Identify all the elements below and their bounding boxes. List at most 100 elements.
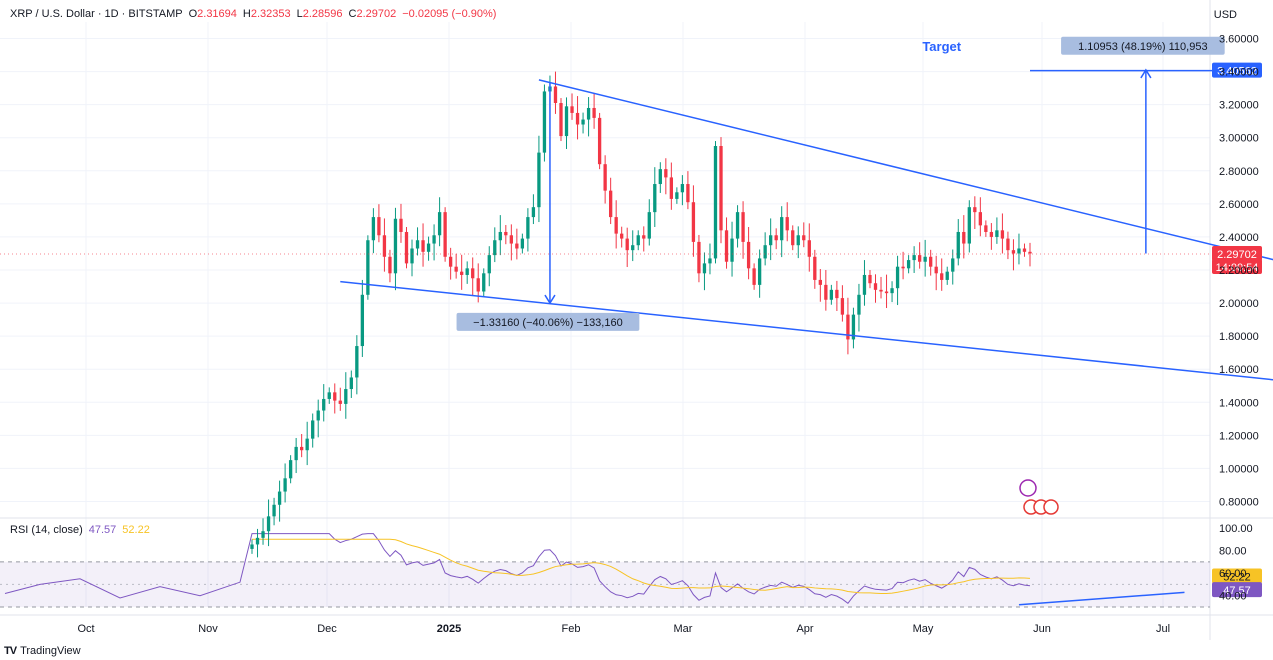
candle-body: [746, 241, 751, 269]
candle-body: [344, 389, 348, 404]
candle-body: [553, 86, 558, 104]
time-tick-label: May: [913, 623, 934, 635]
candle-body: [388, 256, 392, 274]
candle-body: [631, 245, 635, 251]
rsi-value-badge-bg: [1212, 582, 1262, 598]
lower-trendline: [340, 280, 1273, 381]
candle-body: [531, 207, 536, 218]
candle-body: [493, 240, 497, 256]
candle-body: [873, 283, 878, 290]
rsi-tick-label: 80.00: [1219, 546, 1247, 558]
candle-body: [967, 207, 971, 244]
candle-body: [868, 274, 872, 284]
price-tick-label: 1.40000: [1219, 397, 1259, 409]
candle-body: [857, 294, 861, 315]
price-tick-label: 1.20000: [1219, 430, 1259, 442]
candle-body: [884, 291, 889, 294]
candle-body: [515, 243, 519, 249]
candle-body: [791, 230, 795, 246]
candle-body: [1011, 250, 1016, 254]
candle-body: [818, 279, 822, 285]
brand-name: TradingView: [20, 645, 81, 657]
target-text: Target: [922, 39, 961, 54]
measure-down-label-bg: [456, 312, 640, 331]
candle-body: [360, 294, 365, 347]
rsi-label-text[interactable]: RSI (14, close): [10, 524, 83, 536]
candle-body: [796, 235, 800, 246]
candle-body: [840, 298, 845, 315]
countdown-badge-bg: [1212, 258, 1262, 274]
candle-body: [625, 238, 629, 251]
price-tick-label: 1.80000: [1219, 331, 1259, 343]
candle-body: [774, 235, 778, 241]
candle-body: [658, 169, 662, 185]
candle-body: [824, 284, 828, 300]
candle-body: [327, 392, 331, 399]
measure-down-label: −1.33160 (−40.06%) −133,160: [473, 317, 623, 329]
time-tick-label: Jul: [1156, 623, 1170, 635]
candle-body: [575, 112, 580, 125]
candle-body: [901, 266, 905, 269]
candle-body: [653, 184, 657, 213]
rsi-legend-ma: 52.22: [122, 524, 150, 536]
candle-body: [454, 266, 458, 272]
candle-body: [349, 377, 353, 390]
candle-body: [537, 152, 541, 208]
rsi-support-line: [1018, 591, 1185, 606]
candle-body: [1028, 251, 1032, 254]
candle-body: [426, 243, 431, 252]
close-label: C: [348, 8, 357, 20]
candle-body: [410, 248, 414, 264]
candle-body: [713, 146, 718, 259]
candle-body: [460, 271, 464, 275]
candle-body: [471, 268, 475, 279]
candle-body: [272, 504, 276, 517]
time-tick-label: 2025: [437, 623, 461, 635]
candle-body: [487, 255, 491, 274]
candle-body: [504, 231, 508, 236]
candle-body: [906, 260, 911, 269]
candle-body: [581, 119, 585, 125]
tradingview-footer[interactable]: TV TradingView: [4, 645, 81, 657]
candle-body: [1022, 248, 1027, 252]
candle-body: [851, 314, 856, 340]
candle-body: [691, 202, 696, 242]
candle-body: [305, 438, 309, 451]
candle-body: [951, 258, 955, 272]
price-tick-label: 2.60000: [1219, 199, 1259, 211]
candle-body: [559, 103, 563, 137]
candle-body: [890, 288, 894, 294]
candle-body: [586, 107, 591, 120]
candle-body: [465, 268, 469, 275]
candle-body: [311, 420, 315, 439]
candle-body: [476, 278, 480, 292]
candle-body: [708, 258, 712, 264]
candle-body: [526, 217, 530, 239]
candle-body: [316, 410, 320, 421]
rsi-tick-label: 60.00: [1219, 568, 1247, 580]
candle-body: [509, 235, 513, 244]
symbol-title[interactable]: XRP / U.S. Dollar · 1D · BITSTAMP: [10, 8, 183, 20]
rsi-ma-line: [252, 538, 1031, 594]
candle-body: [879, 289, 883, 292]
candle-body: [962, 231, 966, 244]
arrow-head-down: [544, 294, 556, 305]
currency-label[interactable]: USD: [1213, 9, 1237, 21]
time-tick-label: Mar: [674, 623, 693, 635]
candle-body: [432, 235, 436, 244]
rsi-legend-value: 47.57: [88, 524, 117, 536]
candle-body: [603, 164, 607, 191]
price-tick-label: 1.00000: [1219, 463, 1259, 475]
candle-body: [437, 212, 442, 236]
candle-body: [250, 544, 254, 549]
rsi-tick-label: 100.00: [1219, 523, 1253, 535]
candle-body: [934, 266, 938, 274]
candle-body: [608, 190, 613, 218]
candle-body: [769, 235, 773, 246]
candle-body: [564, 106, 569, 137]
target-price-badge-bg: [1212, 62, 1262, 78]
candle-body: [923, 256, 927, 262]
candle-body: [366, 240, 370, 295]
candle-body: [277, 491, 282, 505]
